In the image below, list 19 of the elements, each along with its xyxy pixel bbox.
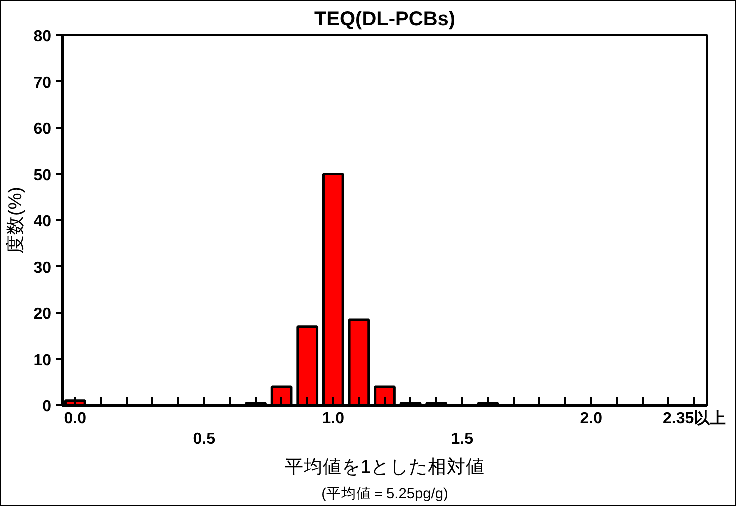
x-axis-title: 平均値を1とした相対値 <box>284 456 486 477</box>
text: (平均値＝5.25pg/g) <box>322 486 448 502</box>
x-tick-label: 2.0 <box>580 410 603 428</box>
x-tick-label: 1.0 <box>322 410 345 428</box>
y-tick-label: 0 <box>42 398 52 416</box>
x-tick-label: 2.35以上 <box>663 410 726 428</box>
y-tick-label: 70 <box>34 74 52 92</box>
y-tick-label: 10 <box>34 352 52 370</box>
y-axis-title: 度数(%) <box>4 186 26 254</box>
y-tick-label: 30 <box>34 260 52 277</box>
y-tick-label: 40 <box>34 214 52 230</box>
x-tick-label: 0.5 <box>193 430 216 448</box>
x-tick-label: 1.5 <box>451 430 474 448</box>
y-tick-label: 20 <box>34 306 52 323</box>
x-tick-label: 0.0 <box>64 410 87 428</box>
y-tick-label: 50 <box>34 167 52 184</box>
y-tick-label: 60 <box>34 121 52 138</box>
y-tick-label: 80 <box>34 28 52 46</box>
chart-title: TEQ(DL-PCBs) <box>314 8 456 30</box>
